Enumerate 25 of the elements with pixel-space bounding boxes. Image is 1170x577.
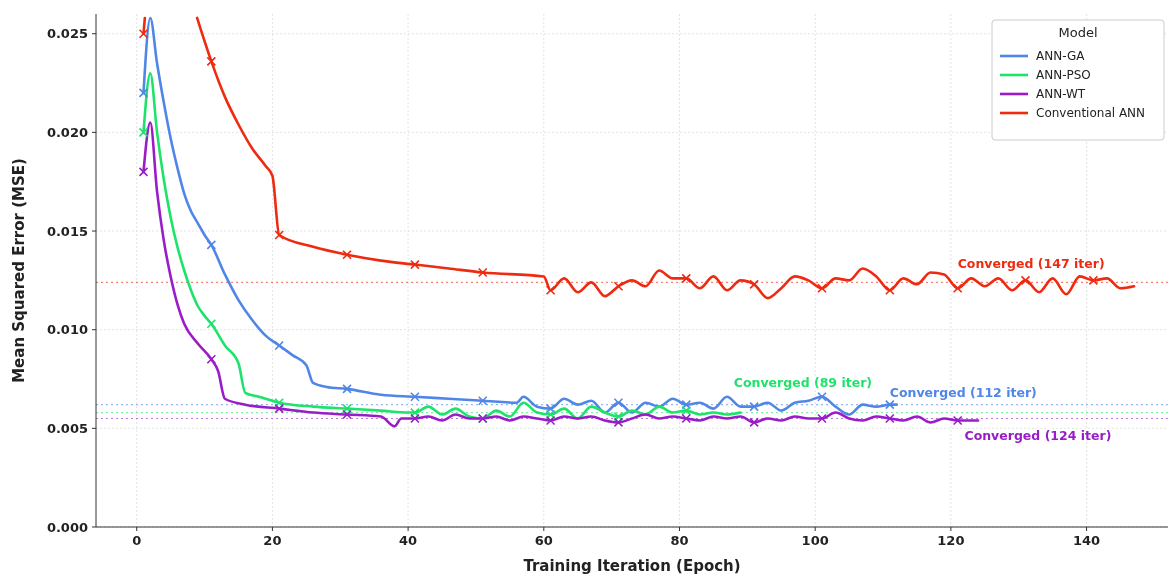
y-tick-label: 0.000 [46, 519, 88, 535]
x-tick-label: 80 [670, 533, 689, 548]
x-tick-label: 0 [132, 533, 142, 548]
y-tick-label: 0.005 [46, 420, 88, 436]
legend-label: ANN-PSO [1036, 68, 1091, 83]
annotation: Converged (124 iter) [964, 428, 1112, 444]
legend-label: ANN-GA [1036, 49, 1086, 64]
x-tick-label: 120 [937, 533, 965, 548]
annotation: Converged (147 iter) [957, 256, 1105, 272]
x-tick-label: 20 [263, 533, 282, 548]
legend-label: Conventional ANN [1036, 106, 1146, 121]
legend-label: ANN-WT [1036, 87, 1086, 102]
y-tick-label: 0.010 [46, 322, 88, 338]
x-tick-label: 60 [534, 533, 553, 548]
x-tick-label: 40 [399, 533, 418, 548]
x-axis-title: Training Iteration (Epoch) [523, 557, 741, 575]
annotation: Converged (112 iter) [889, 384, 1037, 400]
annotation: Converged (89 iter) [733, 374, 873, 390]
y-tick-label: 0.025 [46, 26, 88, 42]
legend-title: Model [1058, 25, 1098, 40]
y-tick-label: 0.015 [46, 223, 88, 239]
x-tick-label: 140 [1073, 533, 1101, 548]
y-axis-title: Mean Squared Error (MSE) [10, 158, 28, 383]
y-tick-label: 0.020 [46, 124, 88, 140]
x-tick-label: 100 [801, 533, 829, 548]
